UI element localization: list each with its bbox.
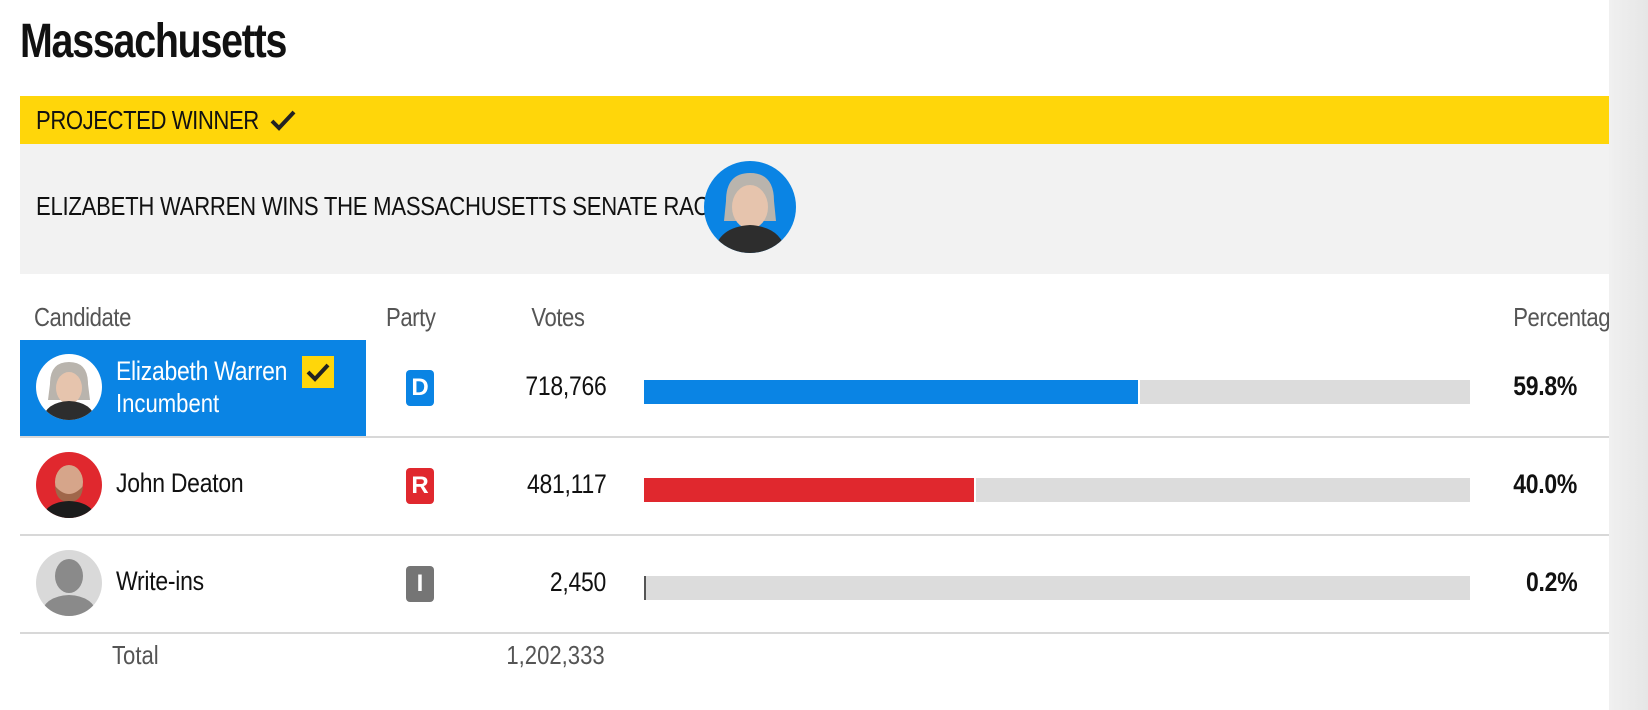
- candidate-row-deaton: John Deaton R 481,117 40.0%: [20, 438, 1609, 534]
- party-badge-independent: I: [406, 566, 434, 602]
- total-votes: 1,202,333: [506, 640, 605, 670]
- candidate-votes: 2,450: [549, 567, 606, 597]
- vote-share-fill: [644, 380, 1140, 404]
- candidate-percentage: 59.8%: [1513, 371, 1577, 401]
- column-header-votes: Votes: [531, 302, 586, 332]
- candidate-cell: John Deaton: [20, 438, 366, 534]
- candidate-row-warren: Elizabeth Warren Incumbent D 718,766 59.…: [20, 340, 1609, 436]
- vote-share-bar: [644, 576, 1470, 600]
- column-header-party: Party: [386, 302, 436, 332]
- page-title: Massachusetts: [20, 15, 287, 68]
- party-badge-republican: R: [406, 468, 434, 504]
- winner-panel: ELIZABETH WARREN WINS THE MASSACHUSETTS …: [20, 144, 1609, 274]
- party-badge-democrat: D: [406, 370, 434, 406]
- row-divider: [20, 436, 1609, 438]
- winner-photo-icon: [704, 161, 796, 253]
- candidate-cell: Write-ins: [20, 536, 366, 632]
- candidate-status: Incumbent: [116, 388, 220, 418]
- person-placeholder-icon: [36, 550, 102, 616]
- winner-headline: ELIZABETH WARREN WINS THE MASSACHUSETTS …: [36, 191, 724, 221]
- candidate-percentage: 0.2%: [1525, 567, 1578, 597]
- row-divider: [20, 534, 1609, 536]
- total-label: Total: [112, 640, 159, 670]
- column-header-candidate: Candidate: [34, 302, 131, 332]
- checkmark-icon: [270, 109, 296, 131]
- vote-share-bar: [644, 478, 1470, 502]
- candidate-name: John Deaton: [116, 468, 244, 498]
- candidate-name: Write-ins: [116, 566, 204, 596]
- candidate-votes: 481,117: [526, 469, 607, 499]
- vote-share-bar: [644, 380, 1470, 404]
- winner-checkmark-icon: [302, 356, 334, 388]
- candidate-name: Elizabeth Warren: [116, 356, 288, 386]
- candidate-avatar: [36, 452, 102, 518]
- candidate-percentage: 40.0%: [1513, 469, 1577, 499]
- row-divider: [20, 632, 1609, 634]
- candidate-row-write-ins: Write-ins I 2,450 0.2%: [20, 536, 1609, 632]
- vote-share-fill: [644, 576, 646, 600]
- projected-winner-banner: PROJECTED WINNER: [20, 96, 1609, 144]
- candidate-cell: Elizabeth Warren Incumbent: [20, 340, 366, 436]
- candidate-votes: 718,766: [524, 371, 606, 401]
- page-edge-shadow: [1609, 0, 1648, 710]
- column-header-percentage: Percentage: [1513, 302, 1622, 332]
- vote-share-fill: [644, 478, 976, 502]
- candidate-avatar: [36, 354, 102, 420]
- projected-winner-label: PROJECTED WINNER: [36, 104, 259, 135]
